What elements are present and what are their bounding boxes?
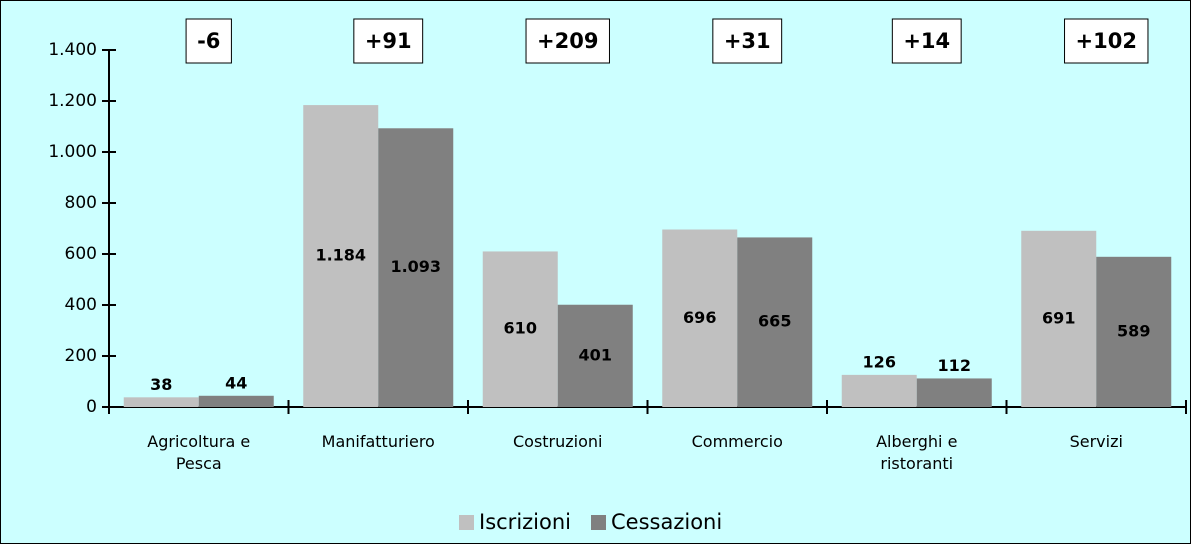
value-label: 589	[1117, 321, 1150, 340]
annotation-box	[185, 18, 232, 64]
y-tick-label: 200	[65, 346, 97, 366]
y-tick-label: 800	[65, 193, 97, 213]
annotation: +102	[1076, 29, 1137, 53]
y-tick-label: 400	[65, 295, 97, 315]
annotation: +14	[903, 29, 950, 53]
value-label: 1.093	[390, 257, 441, 276]
x-tick-label: Costruzioni	[512, 432, 603, 451]
legend-swatch	[459, 515, 474, 530]
x-tick-label: Agricoltura e Pesca	[147, 432, 251, 473]
y-tick-label: 1.400	[48, 40, 97, 60]
value-label: 44	[225, 373, 247, 392]
y-tick-label: 1.000	[48, 142, 97, 162]
value-label: 696	[683, 308, 716, 327]
bar	[916, 378, 992, 407]
x-tick-label: Alberghi e ristoranti	[876, 432, 958, 473]
bar	[303, 105, 379, 407]
annotation-box	[712, 18, 783, 64]
value-label: 1.184	[315, 246, 366, 265]
annotation-box	[891, 18, 962, 64]
annotation: -6	[197, 29, 220, 53]
bar	[662, 229, 738, 407]
value-label: 112	[938, 356, 971, 375]
bar	[737, 237, 813, 407]
bar	[482, 251, 558, 407]
value-label: 126	[863, 352, 896, 371]
bar	[198, 395, 274, 407]
annotation: +209	[537, 29, 598, 53]
y-tick-label: 600	[65, 244, 97, 264]
x-tick-label: Servizi	[1069, 432, 1123, 451]
annotation: +31	[724, 29, 771, 53]
annotation: +91	[365, 29, 412, 53]
y-tick-label: 0	[86, 397, 97, 417]
value-label: 610	[504, 319, 537, 338]
x-tick-label: Manifatturiero	[321, 432, 435, 451]
bar	[1021, 230, 1097, 407]
bar	[1096, 256, 1172, 407]
value-label: 401	[579, 345, 612, 364]
annotation-box	[1064, 18, 1149, 64]
legend-swatch	[591, 515, 606, 530]
annotation-box	[353, 18, 424, 64]
legend-label: Cessazioni	[611, 510, 722, 534]
x-tick-label: Commercio	[691, 432, 783, 451]
value-label: 38	[150, 375, 172, 394]
value-label: 691	[1042, 308, 1075, 327]
bar	[378, 128, 454, 407]
y-tick-label: 1.200	[48, 91, 97, 111]
bar	[123, 397, 199, 407]
bar	[557, 304, 633, 407]
legend-label: Iscrizioni	[479, 510, 571, 534]
value-label: 665	[758, 312, 791, 331]
annotation-box	[525, 18, 610, 64]
bar	[841, 374, 917, 407]
